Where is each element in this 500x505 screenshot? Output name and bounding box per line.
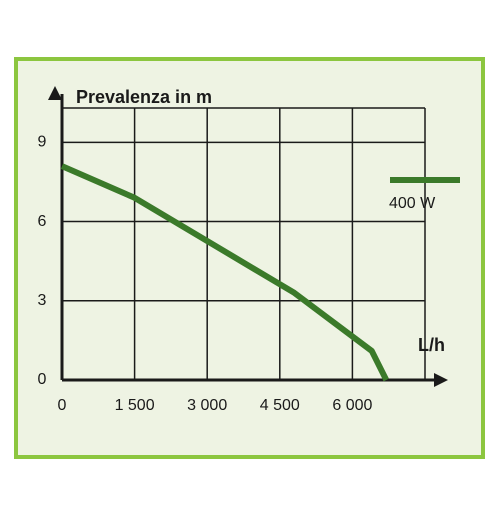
x-tick-label: 0: [58, 397, 67, 414]
y-tick-label: 0: [38, 371, 47, 388]
x-tick-label: 4 500: [260, 397, 300, 414]
x-tick-label: 1 500: [115, 397, 155, 414]
y-axis-title: Prevalenza in m: [76, 87, 212, 107]
y-axis-arrow: [48, 86, 62, 100]
y-tick-label: 9: [38, 134, 47, 151]
y-tick-label: 3: [38, 292, 47, 309]
x-tick-label: 3 000: [187, 397, 227, 414]
legend-label: 400 W: [389, 195, 436, 212]
x-tick-label: 6 000: [332, 397, 372, 414]
y-tick-label: 6: [38, 213, 47, 230]
data-line: [60, 163, 389, 382]
x-axis-title: L/h: [418, 335, 445, 355]
chart-frame: [14, 57, 485, 459]
x-axis-arrow: [434, 373, 448, 387]
